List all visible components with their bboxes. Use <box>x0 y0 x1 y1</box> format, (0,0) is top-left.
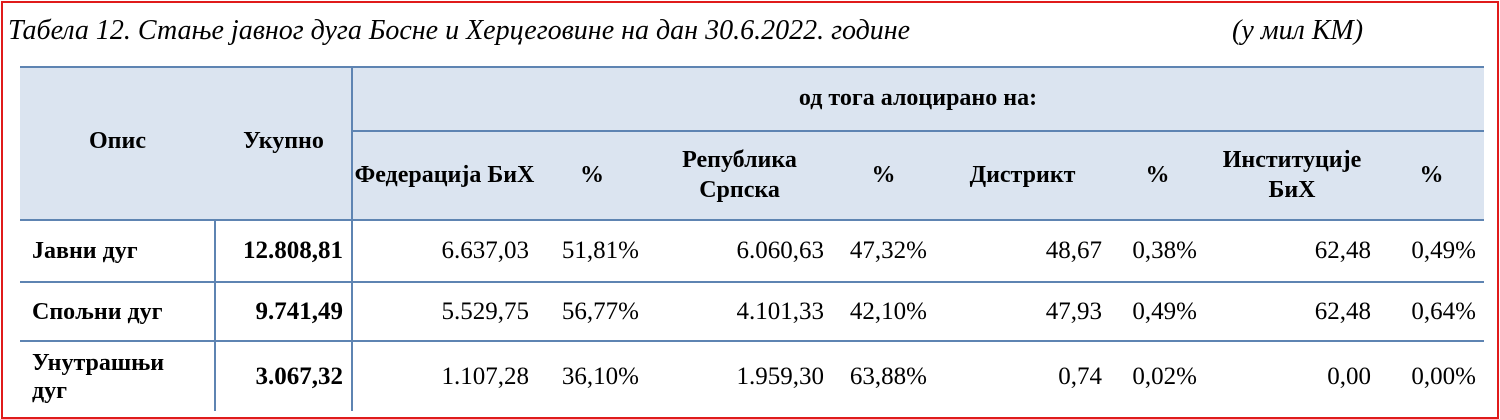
row-federation: 6.637,03 <box>441 237 530 264</box>
row-district-pct: 0,49% <box>1132 297 1197 325</box>
debt-table: Опис Укупно од тога алоцирано на: Федера… <box>20 66 1484 411</box>
header-republika: Република Српска <box>647 130 832 220</box>
header-institutions: Институције БиХ <box>1205 130 1379 220</box>
row-federation: 5.529,75 <box>441 297 530 325</box>
row-republika-pct: 42,10% <box>849 297 927 325</box>
header-description: Опис <box>20 66 215 220</box>
row-institutions: 0,00 <box>1327 362 1371 390</box>
row-federation-pct: 51,81% <box>561 237 639 264</box>
row-district: 0,74 <box>1058 362 1102 390</box>
unit-note: (у мил КМ) <box>1232 15 1364 46</box>
rule-col-total <box>351 66 353 411</box>
row-label: Унутрашњи дуг <box>32 349 165 404</box>
row-federation: 1.107,28 <box>441 362 530 390</box>
row-district-pct: 0,38% <box>1132 237 1197 264</box>
rule-row-2 <box>20 340 1484 342</box>
rule-col-description <box>214 221 216 411</box>
row-district: 47,93 <box>1045 297 1102 325</box>
row-total: 9.741,49 <box>255 297 344 325</box>
row-district: 48,67 <box>1045 237 1102 264</box>
row-republika-pct: 47,32% <box>849 237 927 264</box>
rule-header-bottom <box>20 219 1484 221</box>
row-institutions: 62,48 <box>1314 297 1371 325</box>
header-institutions-pct: % <box>1379 130 1484 220</box>
row-federation-pct: 36,10% <box>561 362 639 390</box>
row-label: Јавни дуг <box>32 238 138 264</box>
row-institutions-pct: 0,49% <box>1411 237 1476 264</box>
row-label: Спољни дуг <box>32 298 163 325</box>
row-institutions-pct: 0,00% <box>1411 362 1476 390</box>
rule-subheader <box>352 130 1484 132</box>
row-institutions: 62,48 <box>1314 237 1371 264</box>
table-caption: Табела 12. Стање јавног дуга Босне и Хер… <box>8 15 911 46</box>
rule-top <box>20 66 1484 68</box>
header-federation-pct: % <box>537 130 647 220</box>
row-total: 3.067,32 <box>255 362 344 390</box>
row-republika: 1.959,30 <box>736 362 825 390</box>
row-republika: 4.101,33 <box>736 297 825 325</box>
row-total: 12.808,81 <box>243 237 343 264</box>
header-republika-pct: % <box>832 130 935 220</box>
row-institutions-pct: 0,64% <box>1411 297 1476 325</box>
header-total: Укупно <box>215 66 352 220</box>
rule-row-1 <box>20 281 1484 283</box>
header-federation: Федерација БиХ <box>352 130 537 220</box>
row-federation-pct: 56,77% <box>561 297 639 325</box>
row-republika-pct: 63,88% <box>849 362 927 390</box>
row-republika: 6.060,63 <box>736 237 825 264</box>
header-district: Дистрикт <box>935 130 1110 220</box>
header-district-pct: % <box>1110 130 1205 220</box>
header-allocated-group: од тога алоцирано на: <box>352 66 1484 130</box>
row-district-pct: 0,02% <box>1132 362 1197 390</box>
